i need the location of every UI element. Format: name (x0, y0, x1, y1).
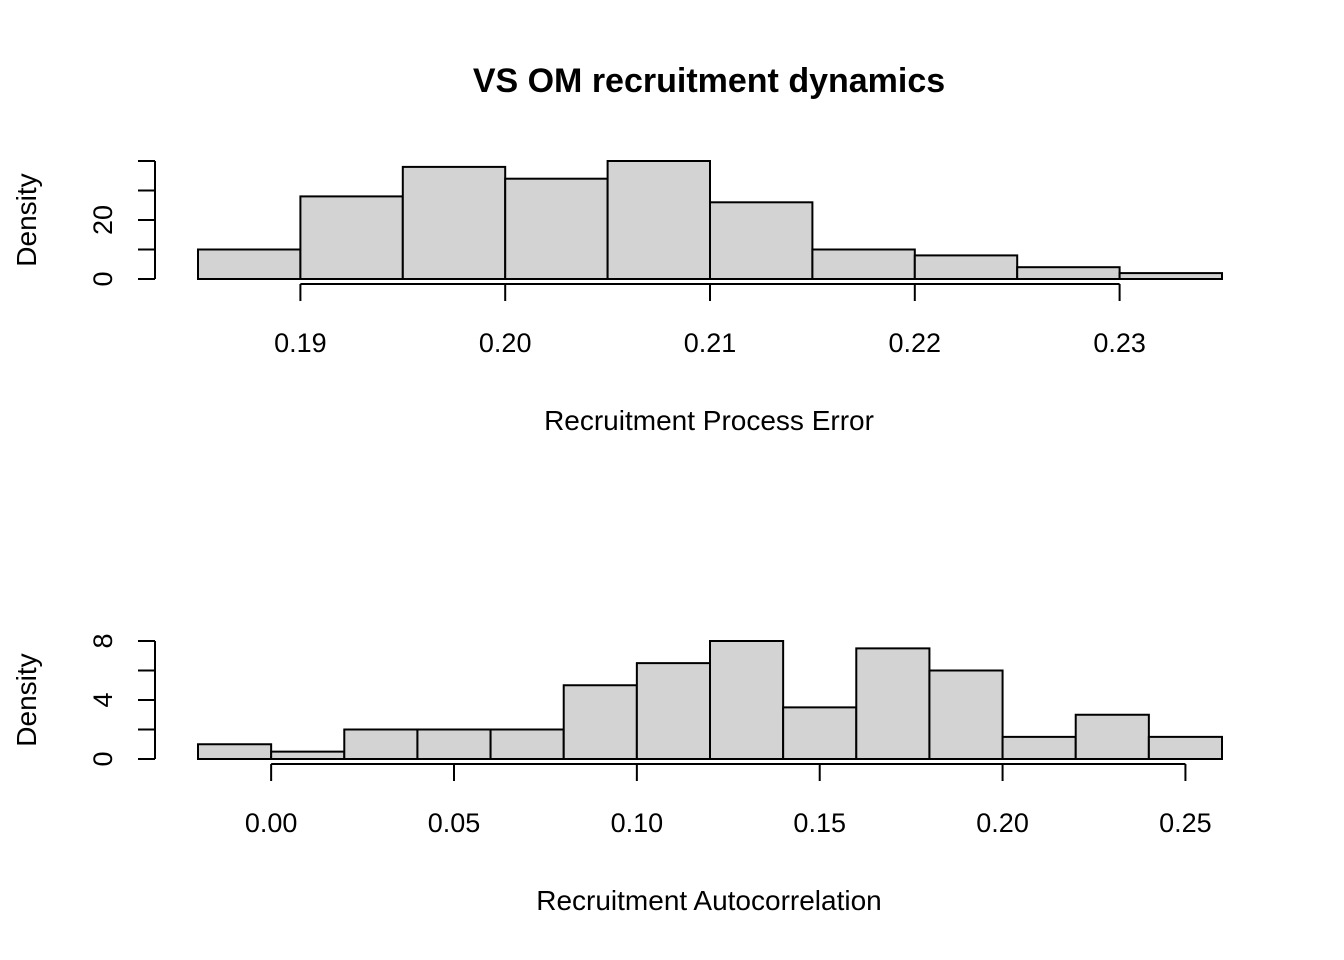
y-tick-label: 4 (88, 692, 118, 707)
histogram-bar (1001, 735, 1077, 760)
histogram-bar (913, 254, 1019, 280)
histogram-bar (782, 706, 858, 760)
process-error-histogram: 0 20 0.19 0.20 0.21 0.22 0.23 Recruitment Pro… (11, 160, 1223, 436)
x-tick-label: 0.15 (793, 808, 846, 838)
x-tick-label: 0.22 (889, 328, 942, 358)
y-tick-label: 0 (88, 271, 118, 286)
x-tick-label: 0.20 (479, 328, 532, 358)
x-axis-label: Recruitment Autocorrelation (536, 885, 882, 916)
histogram-bar (709, 201, 814, 280)
histogram-bar (1147, 735, 1224, 760)
histogram-bar (343, 728, 419, 760)
x-tick-label: 0.20 (976, 808, 1029, 838)
histogram-bar (562, 684, 638, 760)
x-axis-label: Recruitment Process Error (544, 405, 874, 436)
autocorrelation-histogram: 0 4 8 0.00 0.05 0.10 0.15 0.20 0.25 Recruitment… (11, 633, 1224, 916)
histogram-bar (606, 160, 711, 280)
chart-title: VS OM recruitment dynamics (473, 62, 945, 100)
histogram-bar (489, 728, 565, 760)
histogram-bar (401, 165, 507, 280)
x-tick-label: 0.00 (245, 808, 298, 838)
y-axis-label: Density (11, 173, 42, 266)
histogram-bar (416, 728, 492, 760)
x-tick-label: 0.23 (1093, 328, 1146, 358)
histogram-bar (855, 647, 931, 760)
x-tick-label: 0.19 (274, 328, 327, 358)
histogram-bar (197, 248, 302, 280)
histogram-bar (270, 750, 346, 760)
y-tick-label: 20 (88, 205, 118, 235)
y-tick-label: 0 (88, 751, 118, 766)
x-tick-label: 0.05 (428, 808, 481, 838)
histogram-bar (1016, 266, 1121, 281)
histogram-bar (709, 640, 785, 760)
histogram-bar (635, 662, 711, 760)
y-tick-label: 8 (88, 633, 118, 648)
histogram-bar (504, 177, 609, 280)
x-tick-label: 0.10 (611, 808, 664, 838)
x-tick-label: 0.21 (684, 328, 737, 358)
histogram-bar (197, 743, 273, 760)
histogram-bar (299, 195, 404, 280)
histogram-bar (928, 669, 1004, 760)
x-tick-label: 0.25 (1159, 808, 1212, 838)
y-axis-label: Density (11, 653, 42, 746)
histogram-bar (1074, 713, 1150, 760)
histogram-bar (1118, 272, 1223, 281)
histogram-bar (811, 248, 916, 280)
